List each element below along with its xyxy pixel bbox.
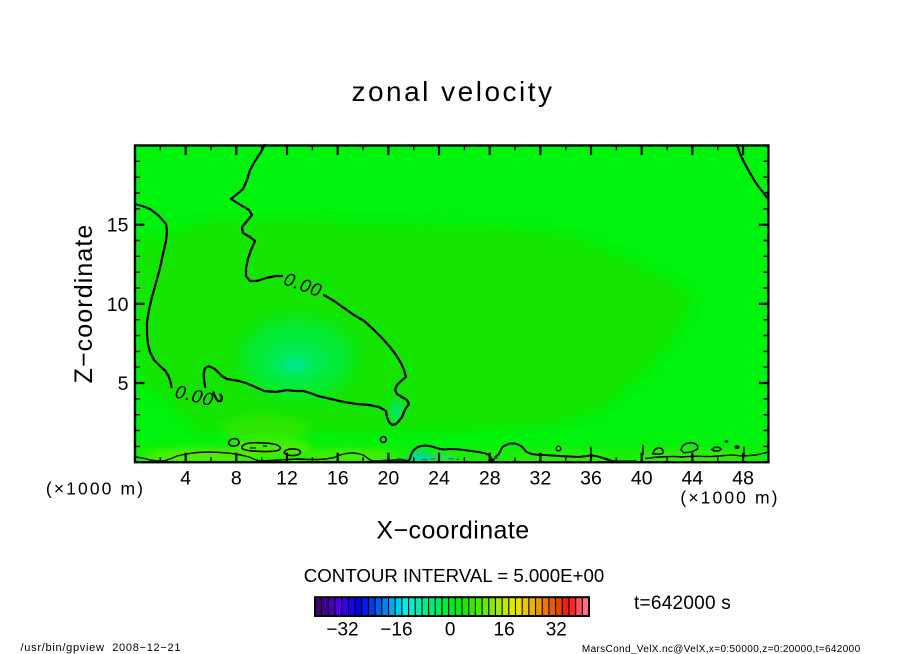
- svg-text:MarsCond_VelX.nc@VelX,x=0:5000: MarsCond_VelX.nc@VelX,x=0:50000,z=0:2000…: [582, 644, 861, 654]
- svg-text:20: 20: [378, 468, 400, 490]
- svg-text:0: 0: [445, 620, 456, 641]
- svg-text:Z−coordinate: Z−coordinate: [70, 224, 98, 384]
- svg-text:t=642000 s: t=642000 s: [634, 593, 731, 614]
- svg-text:zonal velocity: zonal velocity: [351, 76, 554, 107]
- svg-text:CONTOUR INTERVAL = 5.000E+00: CONTOUR INTERVAL = 5.000E+00: [304, 565, 605, 586]
- svg-text:−32: −32: [326, 620, 358, 641]
- svg-text:(×1000 m): (×1000 m): [680, 488, 779, 508]
- svg-text:X−coordinate: X−coordinate: [376, 517, 529, 545]
- svg-text:12: 12: [276, 468, 298, 490]
- svg-text:36: 36: [580, 468, 602, 490]
- svg-text:10: 10: [107, 294, 129, 316]
- svg-text:32: 32: [530, 468, 552, 490]
- svg-text:−16: −16: [380, 620, 412, 641]
- svg-text:28: 28: [479, 468, 501, 490]
- svg-text:44: 44: [682, 468, 704, 490]
- svg-text:15: 15: [107, 215, 129, 237]
- svg-text:4: 4: [180, 468, 191, 490]
- svg-text:48: 48: [732, 468, 754, 490]
- svg-text:/usr/bin/gpview 2008−12−21: /usr/bin/gpview 2008−12−21: [21, 642, 182, 654]
- svg-text:16: 16: [327, 468, 349, 490]
- svg-text:16: 16: [494, 620, 515, 641]
- svg-text:40: 40: [631, 468, 653, 490]
- svg-text:8: 8: [231, 468, 242, 490]
- svg-text:32: 32: [546, 620, 567, 641]
- svg-text:5: 5: [118, 373, 129, 395]
- svg-text:(×1000 m): (×1000 m): [46, 479, 145, 499]
- svg-text:24: 24: [428, 468, 450, 490]
